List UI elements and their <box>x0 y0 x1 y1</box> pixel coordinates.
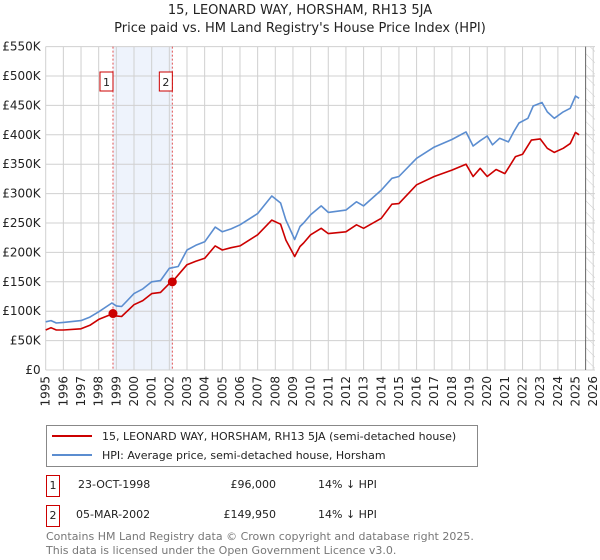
sale-point <box>108 309 118 319</box>
x-tick-label: 2016 <box>410 376 424 407</box>
sale-row-2: 2 05-MAR-2002 £149,950 14% ↓ HPI <box>46 505 546 527</box>
sale-marker-label: 2 <box>162 76 169 89</box>
sale-badge: 2 <box>46 505 60 527</box>
sale-marker-label: 1 <box>103 76 110 89</box>
x-tick-label: 2013 <box>357 376 371 407</box>
x-tick-label: 2009 <box>286 376 300 407</box>
sale-date: 23-OCT-1998 <box>78 478 151 491</box>
x-tick-label: 2000 <box>127 376 141 407</box>
x-tick-label: 2014 <box>374 376 388 407</box>
legend-label-property: 15, LEONARD WAY, HORSHAM, RH13 5JA (semi… <box>102 429 457 443</box>
y-tick-label: £250K <box>2 216 42 230</box>
y-tick-label: £0 <box>25 363 40 377</box>
x-tick-label: 2020 <box>480 376 494 407</box>
x-tick-label: 2024 <box>551 376 565 407</box>
x-tick-label: 2025 <box>569 376 583 407</box>
x-tick-label: 2023 <box>533 376 547 407</box>
chart-title: 15, LEONARD WAY, HORSHAM, RH13 5JA <box>167 3 433 18</box>
x-tick-label: 2012 <box>339 376 353 407</box>
x-tick-label: 2005 <box>215 376 229 407</box>
y-tick-label: £150K <box>2 275 42 289</box>
x-tick-label: 2017 <box>427 376 441 407</box>
x-tick-label: 2026 <box>586 376 600 407</box>
x-tick-label: 1998 <box>92 376 106 407</box>
series-line-hpi <box>45 95 580 324</box>
x-tick-label: 2022 <box>516 376 530 407</box>
sale-marker-badge <box>158 71 173 92</box>
legend-swatch-red <box>52 435 92 437</box>
y-tick-label: £450K <box>2 98 42 112</box>
y-tick-label: £100K <box>2 304 42 318</box>
x-tick-label: 2006 <box>233 376 247 407</box>
footer-line-2: This data is licensed under the Open Gov… <box>46 544 397 557</box>
sale-row-1: 1 23-OCT-1998 £96,000 14% ↓ HPI <box>46 475 546 497</box>
y-tick-label: £400K <box>2 128 42 142</box>
x-tick-label: 2008 <box>268 376 282 407</box>
y-tick-label: £500K <box>2 69 42 83</box>
chart-subtitle: Price paid vs. HM Land Registry's House … <box>114 21 486 36</box>
legend-item-property: 15, LEONARD WAY, HORSHAM, RH13 5JA (semi… <box>52 428 456 444</box>
sale-price: £149,950 <box>223 508 277 521</box>
plot-area: 1995 1996 1997 1998 1999 2000 2001 2002 2003 2004… <box>2 40 600 407</box>
x-tick-label: 1996 <box>56 376 70 407</box>
x-tick-label: 2010 <box>304 376 318 407</box>
x-tick-label: 1997 <box>74 376 88 407</box>
forecast-hatch <box>585 46 595 370</box>
x-tick-label: 1995 <box>39 376 53 407</box>
x-tick-label: 2002 <box>162 376 176 407</box>
x-tick-label: 2001 <box>145 376 159 407</box>
legend-label-hpi: HPI: Average price, semi-detached house,… <box>102 448 386 462</box>
sale-hpi-diff: 14% ↓ HPI <box>318 478 377 491</box>
series-line-property <box>45 131 580 331</box>
footer: Contains HM Land Registry data © Crown c… <box>46 530 596 558</box>
legend-swatch-blue <box>52 454 92 456</box>
y-tick-label: £50K <box>10 334 42 348</box>
x-tick-label: 2004 <box>198 376 212 407</box>
sale-price: £96,000 <box>230 478 277 491</box>
x-tick-label: 2021 <box>498 376 512 407</box>
sale-marker-badge <box>99 71 114 92</box>
sale-date: 05-MAR-2002 <box>76 508 151 521</box>
sale-point <box>167 277 177 287</box>
sale-badge: 1 <box>46 475 60 497</box>
legend: 15, LEONARD WAY, HORSHAM, RH13 5JA (semi… <box>46 425 478 467</box>
y-tick-label: £350K <box>2 157 42 171</box>
legend-item-hpi: HPI: Average price, semi-detached house,… <box>52 447 386 463</box>
y-tick-label: £200K <box>2 245 42 259</box>
footer-line-1: Contains HM Land Registry data © Crown c… <box>46 530 474 543</box>
sale-hpi-diff: 14% ↓ HPI <box>318 508 377 521</box>
y-tick-label: £300K <box>2 187 42 201</box>
x-tick-label: 2015 <box>392 376 406 407</box>
x-tick-label: 2018 <box>445 376 459 407</box>
x-tick-label: 2007 <box>251 376 265 407</box>
y-tick-label: £550K <box>2 40 42 54</box>
x-tick-label: 2003 <box>180 376 194 407</box>
x-tick-label: 2019 <box>463 376 477 407</box>
shaded-ownership-period <box>112 46 173 370</box>
x-tick-label: 2011 <box>321 376 335 407</box>
x-tick-label: 1999 <box>109 376 123 407</box>
